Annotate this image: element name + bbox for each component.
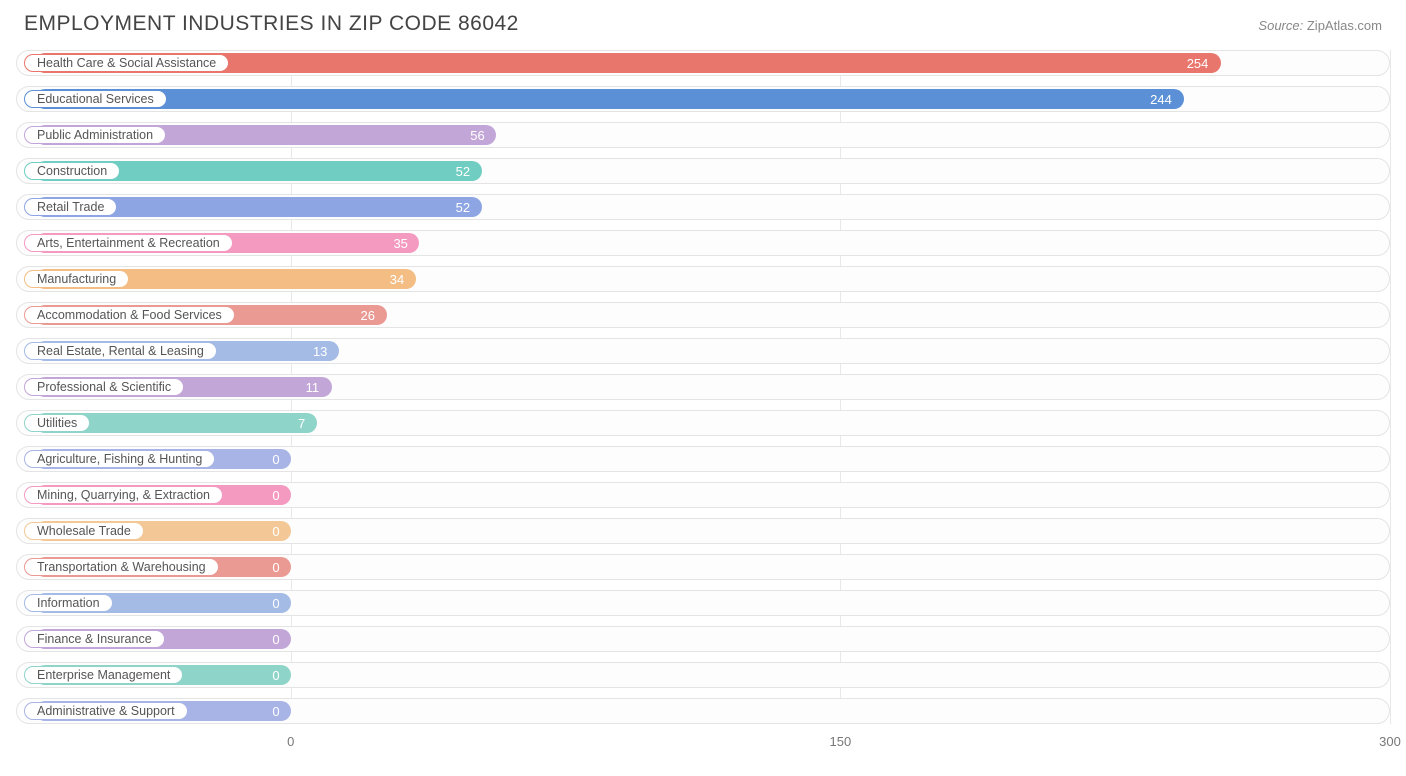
bar-label: Administrative & Support [24,702,188,720]
bar-track: Utilities 7 [16,410,1390,436]
x-axis: 0150300 [16,734,1390,762]
bar-value: 0 [272,663,279,689]
bar-value: 11 [306,375,320,401]
bar-track: Agriculture, Fishing & Hunting 0 [16,446,1390,472]
bar-label: Arts, Entertainment & Recreation [24,234,233,252]
bar-label: Educational Services [24,90,167,108]
bar-track: Transportation & Warehousing 0 [16,554,1390,580]
chart-area: Health Care & Social Assistance 254 Educat… [16,50,1390,762]
bar-value: 0 [272,627,279,653]
bar-track: Construction 52 [16,158,1390,184]
bar-track: Enterprise Management 0 [16,662,1390,688]
bar-label: Accommodation & Food Services [24,306,235,324]
source-label: Source: [1258,18,1303,33]
bar-label: Agriculture, Fishing & Hunting [24,450,215,468]
bar-value: 52 [456,159,470,185]
bar-value: 35 [393,231,407,257]
bar-value: 244 [1150,87,1172,113]
bar-value: 52 [456,195,470,221]
bar-value: 0 [272,483,279,509]
bar-label: Utilities [24,414,90,432]
bar-track: Finance & Insurance 0 [16,626,1390,652]
bar-track: Manufacturing 34 [16,266,1390,292]
bar-track: Administrative & Support 0 [16,698,1390,724]
bar-value: 7 [298,411,305,437]
bar-value: 0 [272,447,279,473]
axis-tick: 150 [830,734,852,749]
bar-label: Finance & Insurance [24,630,165,648]
bar-label: Construction [24,162,120,180]
source-value: ZipAtlas.com [1307,18,1382,33]
bar-value: 0 [272,519,279,545]
bar-track: Educational Services 244 [16,86,1390,112]
chart-title: EMPLOYMENT INDUSTRIES IN ZIP CODE 86042 [24,12,519,36]
axis-tick: 0 [287,734,294,749]
bar-value: 56 [470,123,484,149]
bar-label: Professional & Scientific [24,378,184,396]
bar-value: 26 [361,303,375,329]
bar-value: 254 [1187,51,1209,77]
bars-container: Health Care & Social Assistance 254 Educat… [16,50,1390,724]
bar-label: Enterprise Management [24,666,183,684]
bar-track: Professional & Scientific 11 [16,374,1390,400]
axis-tick: 300 [1379,734,1401,749]
bar-track: Arts, Entertainment & Recreation 35 [16,230,1390,256]
bar-label: Information [24,594,113,612]
bar-value: 0 [272,591,279,617]
bar-value: 0 [272,555,279,581]
bar-track: Wholesale Trade 0 [16,518,1390,544]
bar-track: Retail Trade 52 [16,194,1390,220]
bar-label: Public Administration [24,126,166,144]
bar-track: Information 0 [16,590,1390,616]
bar-value: 0 [272,699,279,725]
bar-label: Retail Trade [24,198,117,216]
chart-header: EMPLOYMENT INDUSTRIES IN ZIP CODE 86042 … [16,12,1390,36]
bar-value: 34 [390,267,404,293]
bar-label: Health Care & Social Assistance [24,54,229,72]
bar-track: Accommodation & Food Services 26 [16,302,1390,328]
bar-label: Wholesale Trade [24,522,144,540]
chart-source: Source: ZipAtlas.com [1258,18,1382,33]
bar-label: Mining, Quarrying, & Extraction [24,486,223,504]
bar-track: Real Estate, Rental & Leasing 13 [16,338,1390,364]
gridline [1390,50,1391,724]
bar-value: 13 [313,339,327,365]
bar-track: Health Care & Social Assistance 254 [16,50,1390,76]
bar-fill [35,89,1184,109]
bar-track: Public Administration 56 [16,122,1390,148]
bar-track: Mining, Quarrying, & Extraction 0 [16,482,1390,508]
bar-label: Manufacturing [24,270,129,288]
bar-label: Real Estate, Rental & Leasing [24,342,217,360]
bar-label: Transportation & Warehousing [24,558,219,576]
